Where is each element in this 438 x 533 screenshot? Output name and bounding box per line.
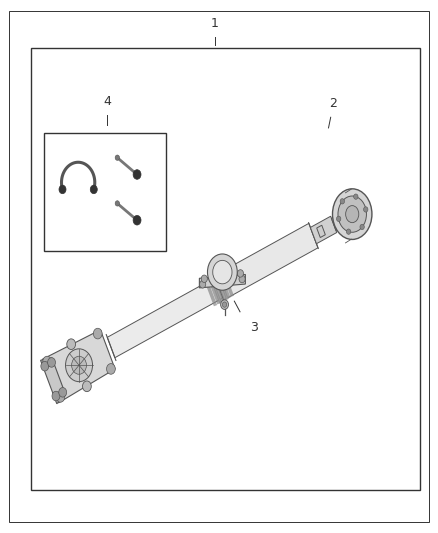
Polygon shape — [317, 225, 325, 238]
Circle shape — [82, 381, 91, 392]
Circle shape — [200, 280, 206, 288]
Circle shape — [223, 302, 227, 307]
Polygon shape — [42, 330, 115, 403]
Text: 1: 1 — [211, 18, 219, 30]
Circle shape — [66, 349, 92, 382]
Circle shape — [213, 260, 232, 284]
Ellipse shape — [332, 189, 372, 239]
Circle shape — [133, 215, 141, 225]
Circle shape — [93, 328, 102, 339]
Text: 2: 2 — [329, 98, 337, 110]
Circle shape — [221, 300, 229, 309]
Polygon shape — [107, 278, 223, 358]
Circle shape — [106, 364, 115, 374]
Circle shape — [237, 270, 244, 277]
Circle shape — [90, 185, 97, 193]
Circle shape — [48, 358, 56, 367]
Circle shape — [239, 275, 245, 282]
Circle shape — [59, 185, 66, 193]
Polygon shape — [215, 223, 318, 300]
Polygon shape — [311, 216, 337, 244]
Circle shape — [336, 216, 341, 222]
Circle shape — [56, 392, 65, 402]
Circle shape — [41, 361, 49, 371]
Circle shape — [67, 339, 75, 350]
Circle shape — [43, 356, 52, 367]
Circle shape — [59, 387, 67, 397]
Circle shape — [360, 224, 364, 230]
Circle shape — [115, 155, 120, 160]
Text: 3: 3 — [250, 321, 258, 334]
Bar — [44, 133, 166, 251]
Circle shape — [340, 199, 345, 204]
Text: 4: 4 — [103, 95, 111, 108]
Circle shape — [208, 254, 237, 290]
Polygon shape — [41, 358, 66, 404]
Bar — [31, 48, 420, 490]
Polygon shape — [332, 213, 346, 230]
Circle shape — [133, 169, 141, 179]
Circle shape — [346, 229, 351, 235]
Ellipse shape — [346, 206, 359, 223]
Circle shape — [353, 194, 358, 199]
Ellipse shape — [338, 196, 367, 232]
Circle shape — [52, 391, 60, 401]
Circle shape — [201, 275, 207, 282]
Circle shape — [364, 207, 368, 212]
Polygon shape — [199, 274, 245, 288]
Circle shape — [115, 201, 120, 206]
Circle shape — [72, 356, 86, 374]
